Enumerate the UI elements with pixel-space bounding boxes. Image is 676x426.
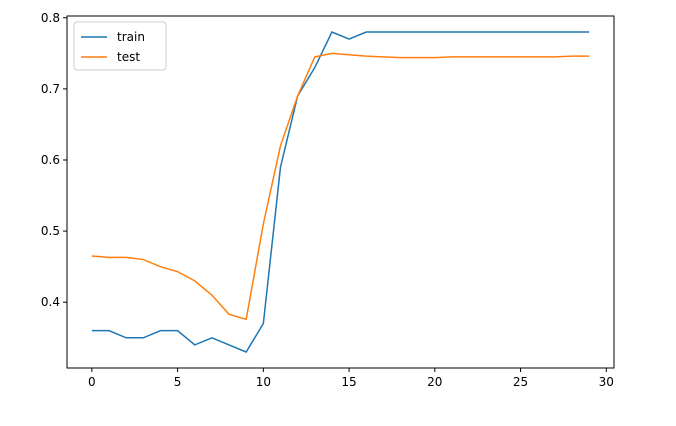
x-tick-label: 30	[599, 375, 614, 389]
y-tick-label: 0.7	[41, 82, 60, 96]
x-tick-label: 10	[256, 375, 271, 389]
legend-label: test	[117, 50, 140, 64]
legend-box	[73, 21, 167, 71]
y-tick-label: 0.8	[41, 11, 60, 25]
x-tick-label: 15	[341, 375, 356, 389]
x-tick-label: 20	[427, 375, 442, 389]
y-tick-label: 0.5	[41, 224, 60, 238]
legend: train test	[73, 21, 167, 71]
legend-label: train	[117, 30, 145, 44]
x-tick-label: 5	[174, 375, 182, 389]
plot-frame	[66, 15, 615, 369]
x-tick-label: 25	[513, 375, 528, 389]
x-tick-label: 0	[88, 375, 96, 389]
y-tick-label: 0.4	[41, 295, 60, 309]
line-series	[91, 31, 590, 353]
line-series	[91, 52, 590, 321]
y-tick-label: 0.6	[41, 153, 60, 167]
